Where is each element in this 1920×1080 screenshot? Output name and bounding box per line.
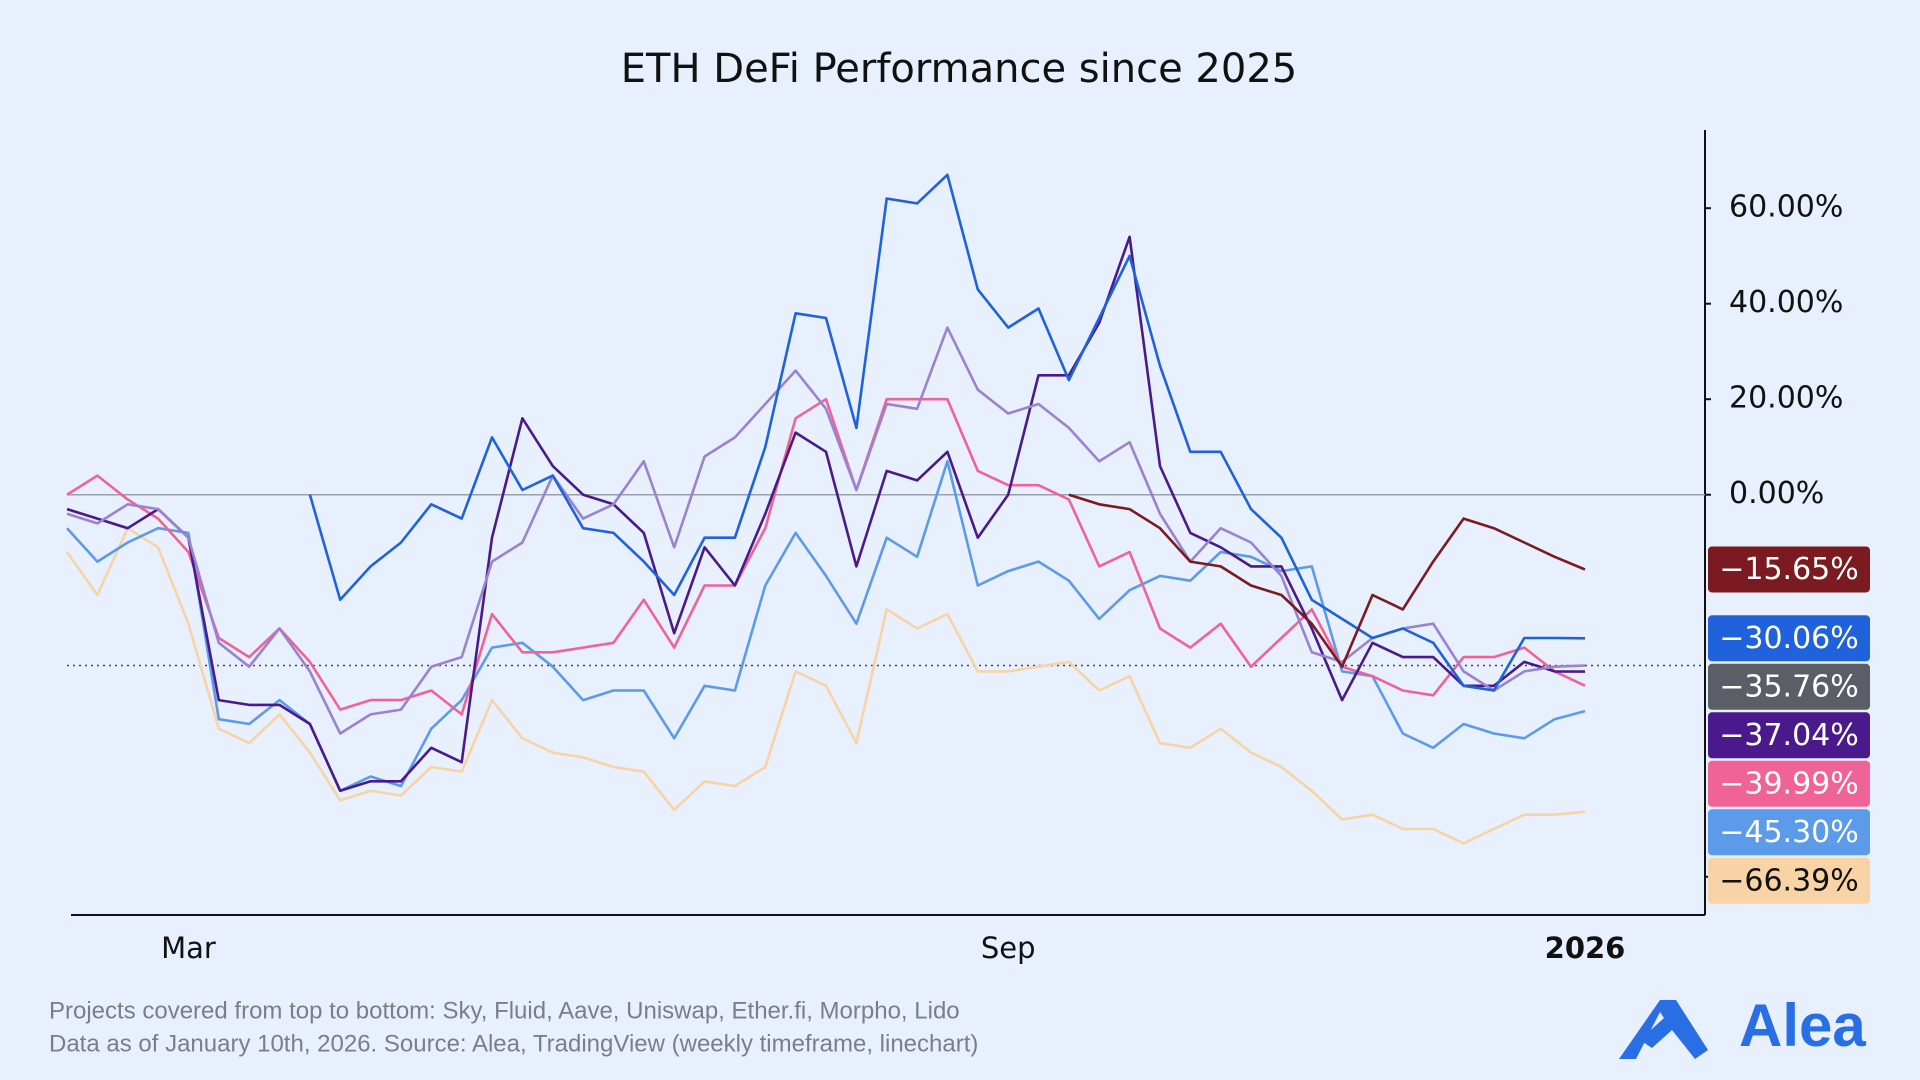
- value-label-box: [1708, 663, 1870, 710]
- series-line: [66, 235, 1586, 793]
- value-label: −15.65%: [1719, 552, 1859, 587]
- x-tick-label: 2026: [1545, 931, 1626, 965]
- value-label-box: [1708, 546, 1870, 593]
- footnote: Projects covered from top to bottom: Sky…: [49, 997, 960, 1024]
- series-line: [66, 397, 1586, 716]
- y-tick-label: 40.00%: [1729, 285, 1843, 320]
- x-tick-label: Mar: [161, 931, 216, 965]
- value-label: −45.30%: [1719, 815, 1859, 850]
- brand-name: Alea: [1739, 992, 1866, 1059]
- value-label-box: [1708, 760, 1870, 807]
- y-tick-label: 20.00%: [1729, 381, 1843, 416]
- value-label: −30.06%: [1719, 621, 1859, 656]
- series-line: [66, 326, 1586, 735]
- y-tick-label: 0.00%: [1729, 476, 1824, 511]
- footnote: Data as of January 10th, 2026. Source: A…: [49, 1030, 978, 1057]
- series-line: [65, 526, 1586, 845]
- chart-title: ETH DeFi Performance since 2025: [621, 46, 1297, 92]
- value-label-box: [1708, 857, 1870, 904]
- value-label-box: [1708, 712, 1870, 759]
- brand-logo: [1619, 1000, 1708, 1059]
- series-line: [1068, 493, 1586, 668]
- value-label: −37.04%: [1719, 718, 1859, 753]
- value-label: −66.39%: [1719, 863, 1859, 898]
- x-tick-label: Sep: [981, 931, 1036, 965]
- series-line: [308, 173, 1586, 692]
- value-label-box: [1708, 809, 1870, 856]
- value-label-box: [1708, 615, 1870, 662]
- value-label: −39.99%: [1719, 766, 1859, 801]
- value-label: −35.76%: [1719, 669, 1859, 704]
- y-tick-label: 60.00%: [1729, 190, 1843, 225]
